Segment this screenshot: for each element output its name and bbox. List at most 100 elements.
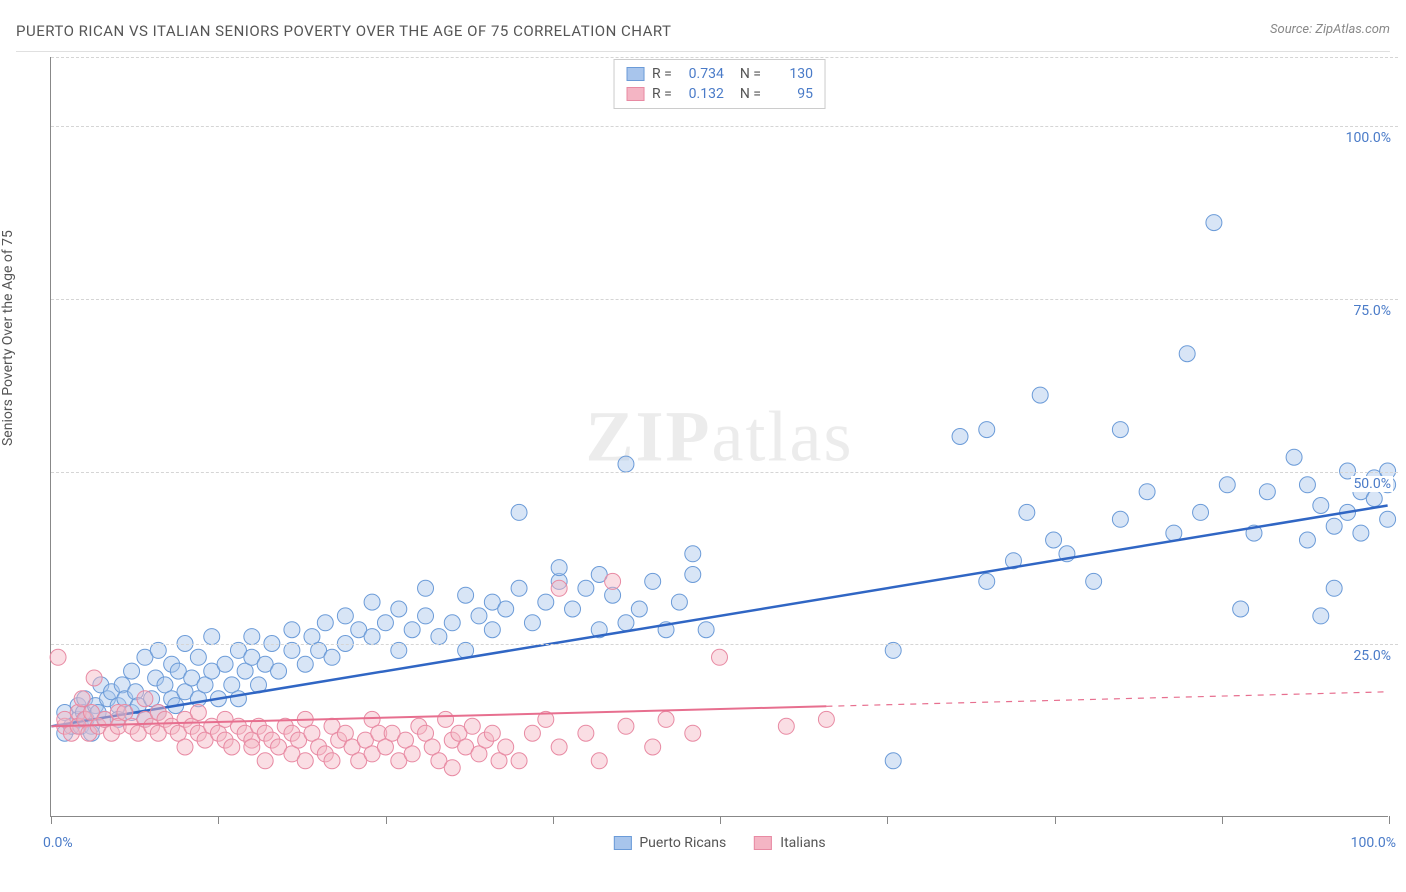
scatter-point xyxy=(498,739,514,755)
scatter-point xyxy=(645,739,661,755)
scatter-point xyxy=(591,753,607,769)
scatter-point xyxy=(1086,573,1102,589)
gridline-h xyxy=(51,644,1398,645)
x-tick xyxy=(1055,816,1056,824)
chart-svg xyxy=(51,57,1388,816)
scatter-point xyxy=(86,670,102,686)
scatter-point xyxy=(979,573,995,589)
legend-label: Italians xyxy=(780,835,825,851)
stat-R-value: 0.132 xyxy=(680,86,724,102)
scatter-point xyxy=(524,725,540,741)
scatter-point xyxy=(484,622,500,638)
scatter-point xyxy=(1326,580,1342,596)
scatter-point xyxy=(464,718,480,734)
scatter-point xyxy=(1353,525,1369,541)
scatter-point xyxy=(698,622,714,638)
scatter-point xyxy=(284,622,300,638)
scatter-point xyxy=(324,649,340,665)
scatter-point xyxy=(391,601,407,617)
scatter-point xyxy=(271,663,287,679)
scatter-point xyxy=(685,725,701,741)
scatter-point xyxy=(1259,484,1275,500)
scatter-point xyxy=(418,608,434,624)
scatter-point xyxy=(565,601,581,617)
scatter-point xyxy=(438,711,454,727)
scatter-point xyxy=(364,629,380,645)
scatter-point xyxy=(137,691,153,707)
scatter-point xyxy=(124,663,140,679)
scatter-point xyxy=(224,739,240,755)
scatter-point xyxy=(578,725,594,741)
stats-row: R =0.734N =130 xyxy=(626,64,813,84)
scatter-point xyxy=(979,422,995,438)
y-tick-label: 50.0% xyxy=(1351,476,1393,492)
chart-title: PUERTO RICAN VS ITALIAN SENIORS POVERTY … xyxy=(16,22,672,40)
scatter-point xyxy=(511,504,527,520)
scatter-point xyxy=(1366,491,1382,507)
scatter-point xyxy=(524,615,540,631)
x-tick xyxy=(386,816,387,824)
scatter-point xyxy=(1032,387,1048,403)
gridline-h xyxy=(51,126,1398,127)
scatter-point xyxy=(618,615,634,631)
y-tick-label: 75.0% xyxy=(1351,303,1393,319)
scatter-point xyxy=(257,753,273,769)
scatter-point xyxy=(551,560,567,576)
stat-N-label: N = xyxy=(740,86,761,102)
scatter-point xyxy=(1233,601,1249,617)
scatter-point xyxy=(190,705,206,721)
scatter-point xyxy=(885,753,901,769)
scatter-point xyxy=(404,622,420,638)
legend-label: Puerto Ricans xyxy=(639,835,726,851)
scatter-point xyxy=(952,429,968,445)
scatter-point xyxy=(671,594,687,610)
scatter-point xyxy=(551,739,567,755)
scatter-point xyxy=(484,725,500,741)
bottom-legend: Puerto Ricans Italians xyxy=(613,835,825,851)
scatter-point xyxy=(297,656,313,672)
scatter-point xyxy=(551,580,567,596)
scatter-point xyxy=(712,649,728,665)
scatter-point xyxy=(618,718,634,734)
scatter-point xyxy=(317,615,333,631)
scatter-point xyxy=(631,601,647,617)
scatter-point xyxy=(511,753,527,769)
scatter-point xyxy=(1206,215,1222,231)
scatter-point xyxy=(204,629,220,645)
scatter-point xyxy=(404,746,420,762)
legend-swatch xyxy=(754,836,772,850)
scatter-point xyxy=(1313,498,1329,514)
scatter-point xyxy=(244,629,260,645)
scatter-point xyxy=(377,615,393,631)
scatter-point xyxy=(324,753,340,769)
x-min-label: 0.0% xyxy=(43,835,73,851)
scatter-point xyxy=(1112,511,1128,527)
scatter-point xyxy=(418,580,434,596)
legend-swatch xyxy=(613,836,631,850)
x-tick xyxy=(1389,816,1390,824)
x-tick xyxy=(1222,816,1223,824)
scatter-point xyxy=(1326,518,1342,534)
scatter-point xyxy=(538,594,554,610)
stat-R-value: 0.734 xyxy=(680,66,724,82)
scatter-point xyxy=(1299,532,1315,548)
legend-swatch xyxy=(626,87,644,101)
scatter-point xyxy=(337,608,353,624)
scatter-point xyxy=(431,629,447,645)
x-tick xyxy=(887,816,888,824)
scatter-point xyxy=(471,608,487,624)
header-bar: PUERTO RICAN VS ITALIAN SENIORS POVERTY … xyxy=(16,22,1390,52)
scatter-point xyxy=(74,691,90,707)
scatter-point xyxy=(1313,608,1329,624)
scatter-point xyxy=(1179,346,1195,362)
stat-R-label: R = xyxy=(652,86,672,102)
trend-line-dashed xyxy=(826,692,1387,706)
scatter-point xyxy=(818,711,834,727)
scatter-point xyxy=(1219,477,1235,493)
scatter-point xyxy=(177,739,193,755)
scatter-point xyxy=(685,567,701,583)
scatter-point xyxy=(658,711,674,727)
scatter-point xyxy=(364,594,380,610)
gridline-h xyxy=(51,472,1398,473)
scatter-point xyxy=(1019,504,1035,520)
